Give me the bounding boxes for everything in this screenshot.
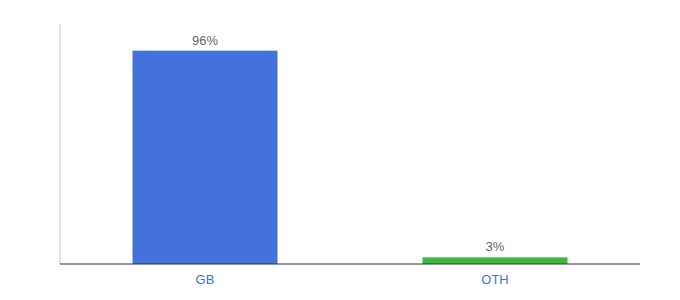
data-label: 96%: [192, 33, 218, 48]
x-tick-label: GB: [196, 272, 215, 287]
bar: [133, 51, 278, 264]
bar: [423, 257, 568, 264]
y-axis-line: [60, 24, 61, 264]
x-tick-label: OTH: [481, 272, 508, 287]
chart-container: 96% 3% GB OTH: [0, 0, 680, 300]
x-axis-line: [60, 264, 640, 265]
chart-svg: 96% 3% GB OTH: [0, 0, 680, 300]
data-label: 3%: [486, 239, 505, 254]
bars: [133, 51, 568, 264]
